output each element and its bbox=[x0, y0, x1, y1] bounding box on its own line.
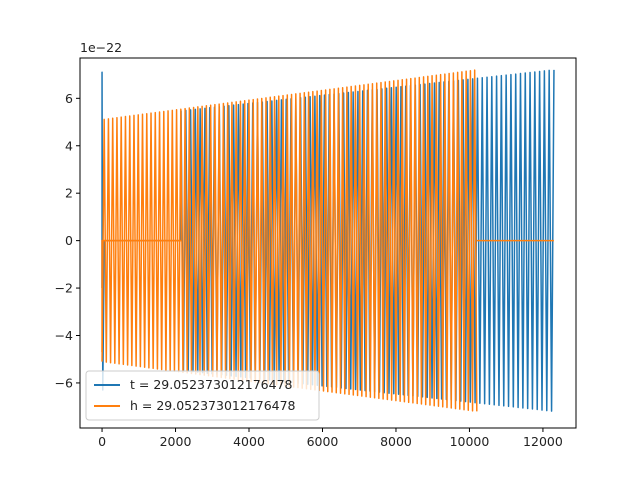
legend-label-h: h = 29.052373012176478 bbox=[130, 398, 296, 413]
y-tick-label: 4 bbox=[65, 138, 73, 153]
x-tick-label: 0 bbox=[98, 434, 106, 449]
legend-label-t: t = 29.052373012176478 bbox=[130, 377, 293, 392]
series-line-t bbox=[101, 69, 555, 412]
y-tick-label: −2 bbox=[55, 281, 73, 296]
axes-frame bbox=[79, 57, 577, 429]
y-tick-label: 6 bbox=[65, 91, 73, 106]
x-tick-label: 6000 bbox=[307, 434, 339, 449]
x-axis: 0 2000 4000 6000 8000 10000 12000 bbox=[98, 428, 563, 449]
y-axis-offset-label: 1e−22 bbox=[80, 40, 122, 55]
x-tick-label: 12000 bbox=[523, 434, 563, 449]
x-tick-label: 8000 bbox=[380, 434, 412, 449]
x-tick-label: 2000 bbox=[160, 434, 192, 449]
y-tick-label: 0 bbox=[65, 233, 73, 248]
x-tick-label: 4000 bbox=[233, 434, 265, 449]
y-tick-label: −6 bbox=[55, 375, 73, 390]
y-tick-label: 2 bbox=[65, 186, 73, 201]
y-tick-label: −4 bbox=[55, 328, 73, 343]
y-axis: −6 −4 −2 0 2 4 6 bbox=[55, 91, 80, 390]
legend-box bbox=[85, 370, 320, 421]
legend: t = 29.052373012176478 h = 29.0523730121… bbox=[85, 370, 320, 421]
x-tick-label: 10000 bbox=[450, 434, 490, 449]
